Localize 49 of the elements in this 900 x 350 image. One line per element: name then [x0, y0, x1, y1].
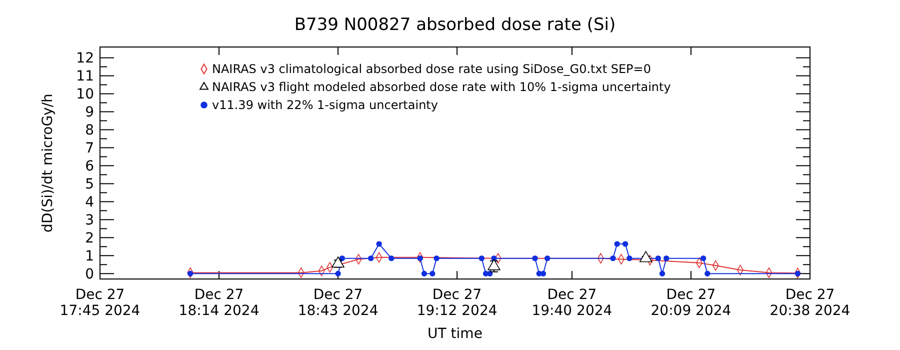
- y-axis-title: dD(Si)/dt microGy/h: [40, 94, 56, 232]
- y-tick-label: 8: [85, 122, 94, 139]
- point: [659, 270, 666, 276]
- point: [626, 255, 632, 262]
- x-tick-label: Dec 27 18:14 2024: [178, 287, 260, 319]
- legend-label: NAIRAS v3 flight modeled absorbed dose rate with 10% 1-sigma uncertainty: [212, 80, 671, 94]
- y-tick-label: 7: [85, 140, 94, 157]
- y-tick-label: 2: [85, 230, 94, 247]
- point: [610, 255, 616, 262]
- point: [421, 270, 428, 276]
- y-tick-label: 1: [85, 248, 94, 265]
- point: [388, 255, 394, 262]
- point: [794, 270, 801, 276]
- x-tick-label: Dec 27 20:38 2024: [770, 287, 850, 319]
- x-tick-label: Dec 27 19:12 2024: [416, 287, 498, 319]
- point: [655, 255, 661, 262]
- y-tick-label: 3: [85, 212, 94, 229]
- point: [664, 255, 670, 262]
- chart-title: B739 N00827 absorbed dose rate (Si): [294, 15, 616, 35]
- point: [430, 270, 436, 276]
- point: [544, 255, 550, 262]
- point: [335, 270, 341, 276]
- y-tick-label: 0: [85, 266, 94, 283]
- y-tick-label: 11: [76, 68, 94, 85]
- x-tick-label: Dec 27 19:40 2024: [532, 287, 612, 319]
- y-tick-label: 9: [85, 104, 94, 121]
- point: [622, 241, 628, 247]
- legend-label: v11.39 with 22% 1-sigma uncertainty: [212, 98, 438, 112]
- y-tick-label: 10: [76, 86, 94, 103]
- point: [700, 255, 706, 262]
- point: [368, 255, 374, 262]
- point: [614, 241, 620, 247]
- point: [187, 270, 194, 276]
- legend-label: NAIRAS v3 climatological absorbed dose rate using SiDose_G0.txt SEP=0: [212, 62, 651, 76]
- x-tick-label: Dec 27 20:09 2024: [650, 287, 732, 319]
- x-tick-label: Dec 27 18:43 2024: [298, 287, 378, 319]
- point: [532, 255, 538, 262]
- point: [478, 255, 485, 262]
- point: [487, 270, 493, 276]
- point: [704, 270, 710, 276]
- point: [417, 255, 423, 262]
- x-axis-title: UT time: [428, 326, 482, 342]
- y-tick-label: 5: [85, 176, 94, 193]
- y-tick-label: 4: [85, 194, 94, 211]
- y-tick-label: 6: [85, 158, 94, 175]
- x-tick-label: Dec 27 17:45 2024: [60, 287, 140, 319]
- point: [434, 255, 440, 262]
- point: [376, 241, 382, 247]
- y-tick-label: 12: [76, 50, 94, 67]
